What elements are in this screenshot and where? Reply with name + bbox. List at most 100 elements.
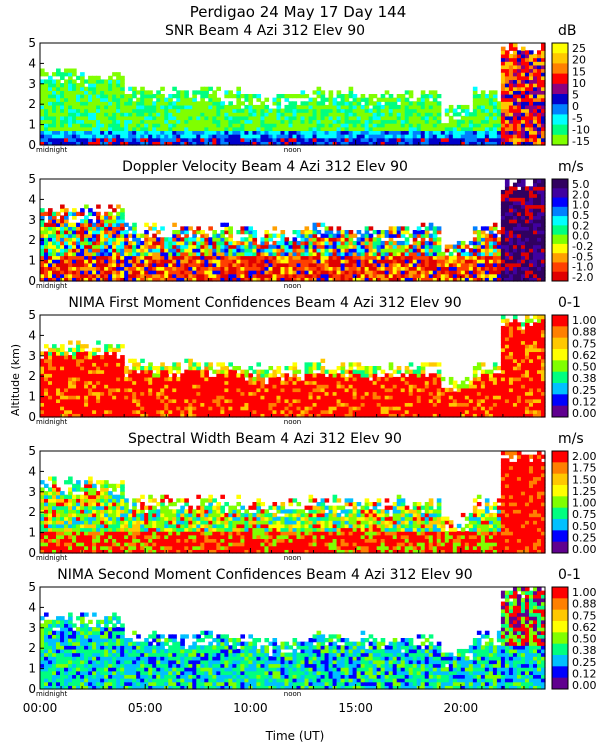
heatmap-cell bbox=[444, 266, 450, 271]
heatmap-cell bbox=[300, 230, 306, 235]
heatmap-cell bbox=[324, 270, 330, 275]
heatmap-cell bbox=[192, 237, 197, 242]
heatmap-cell bbox=[532, 244, 538, 249]
heatmap-cell bbox=[184, 255, 189, 260]
heatmap-cell bbox=[216, 262, 221, 268]
heatmap-cell bbox=[44, 277, 49, 282]
heatmap-cell bbox=[224, 395, 229, 400]
heatmap-cell bbox=[40, 226, 45, 231]
heatmap-cell bbox=[508, 68, 514, 73]
heatmap-cell bbox=[72, 226, 77, 231]
heatmap-cell bbox=[164, 387, 169, 393]
heatmap-cell bbox=[520, 270, 526, 275]
heatmap-cell bbox=[104, 369, 109, 374]
colorbar-swatch bbox=[552, 197, 568, 208]
heatmap-cell bbox=[180, 104, 185, 110]
heatmap-cell bbox=[192, 259, 197, 264]
heatmap-cell bbox=[196, 362, 201, 367]
heatmap-cell bbox=[300, 270, 306, 275]
heatmap-cell bbox=[520, 233, 526, 238]
heatmap-cell bbox=[116, 94, 121, 99]
heatmap-cell bbox=[524, 101, 530, 106]
panel-title: NIMA First Moment Confidences Beam 4 Azi… bbox=[68, 295, 461, 311]
heatmap-cell bbox=[312, 240, 318, 246]
heatmap-cell bbox=[468, 273, 474, 278]
heatmap-cell bbox=[504, 112, 510, 117]
heatmap-cell bbox=[64, 222, 69, 227]
heatmap-cell bbox=[316, 90, 322, 95]
heatmap-cell bbox=[148, 137, 153, 142]
heatmap-cell bbox=[284, 395, 290, 400]
heatmap-cell bbox=[480, 230, 486, 235]
heatmap-cell bbox=[72, 351, 77, 356]
heatmap-cell bbox=[228, 270, 233, 275]
heatmap-cell bbox=[284, 248, 290, 253]
heatmap-cell bbox=[52, 273, 57, 278]
heatmap-cell bbox=[240, 248, 246, 253]
heatmap-cell bbox=[40, 211, 45, 217]
heatmap-cell bbox=[228, 362, 233, 367]
heatmap-cell bbox=[216, 413, 221, 418]
heatmap-cell bbox=[360, 104, 366, 110]
heatmap-cell bbox=[56, 97, 61, 102]
heatmap-cell bbox=[68, 226, 73, 231]
heatmap-cell bbox=[420, 90, 426, 95]
heatmap-cell bbox=[356, 266, 362, 271]
heatmap-cell bbox=[420, 119, 426, 124]
heatmap-cell bbox=[164, 369, 169, 374]
heatmap-cell bbox=[408, 251, 414, 257]
heatmap-cell bbox=[196, 395, 201, 400]
heatmap-cell bbox=[348, 104, 354, 110]
heatmap-cell bbox=[96, 101, 101, 106]
heatmap-cell bbox=[356, 141, 362, 146]
heatmap-cell bbox=[240, 115, 246, 121]
heatmap-cell bbox=[472, 90, 478, 95]
heatmap-cell bbox=[500, 197, 506, 202]
heatmap-cell bbox=[520, 179, 526, 184]
heatmap-cell bbox=[76, 90, 81, 95]
heatmap-cell bbox=[392, 137, 398, 142]
heatmap-cell bbox=[224, 402, 229, 407]
heatmap-cell bbox=[476, 94, 482, 99]
heatmap-cell bbox=[224, 391, 229, 396]
heatmap-cell bbox=[512, 240, 518, 246]
heatmap-cell bbox=[224, 130, 229, 135]
heatmap-cell bbox=[412, 248, 418, 253]
heatmap-cell bbox=[508, 72, 514, 77]
heatmap-cell bbox=[380, 130, 386, 135]
heatmap-cell bbox=[508, 75, 514, 81]
heatmap-cell bbox=[432, 259, 438, 264]
heatmap-cell bbox=[480, 233, 486, 238]
heatmap-cell bbox=[528, 86, 534, 91]
heatmap-cell bbox=[84, 97, 89, 102]
colorbar-label: 10 bbox=[572, 77, 586, 90]
heatmap-cell bbox=[496, 134, 502, 139]
heatmap-cell bbox=[540, 270, 546, 275]
heatmap-cell bbox=[512, 197, 518, 202]
heatmap-cell bbox=[480, 126, 486, 132]
heatmap-cell bbox=[196, 230, 201, 235]
heatmap-cell bbox=[208, 366, 213, 371]
heatmap-cell bbox=[320, 262, 326, 268]
heatmap-cell bbox=[504, 64, 510, 70]
heatmap-cell bbox=[92, 112, 97, 117]
heatmap-cell bbox=[92, 101, 97, 106]
heatmap-cell bbox=[184, 101, 189, 106]
heatmap-cell bbox=[496, 255, 502, 260]
heatmap-cell bbox=[196, 384, 201, 389]
heatmap-cell bbox=[240, 255, 246, 260]
heatmap-cell bbox=[280, 240, 286, 246]
heatmap-cell bbox=[280, 123, 286, 128]
heatmap-cell bbox=[80, 248, 85, 253]
heatmap-cell bbox=[540, 126, 546, 132]
heatmap-cell bbox=[44, 108, 49, 113]
heatmap-cell bbox=[176, 112, 181, 117]
heatmap-cell bbox=[100, 94, 105, 99]
heatmap-cell bbox=[156, 387, 161, 393]
heatmap-cell bbox=[192, 391, 197, 396]
heatmap-cell bbox=[184, 406, 189, 411]
heatmap-cell bbox=[256, 391, 262, 396]
heatmap-cell bbox=[512, 68, 518, 73]
heatmap-cell bbox=[500, 104, 506, 110]
heatmap-cell bbox=[40, 233, 45, 238]
